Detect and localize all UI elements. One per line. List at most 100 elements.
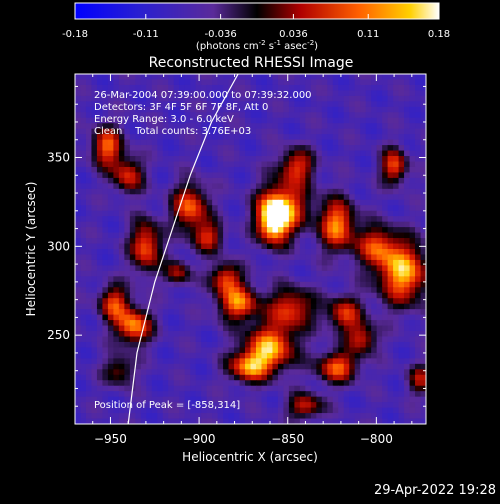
heatmap-cell	[294, 123, 301, 130]
heatmap-cell	[173, 369, 180, 376]
heatmap-cell	[376, 309, 383, 316]
heatmap-cell	[234, 396, 241, 403]
heatmap-cell	[135, 336, 142, 343]
heatmap-cell	[288, 177, 295, 184]
heatmap-cell	[135, 254, 142, 261]
heatmap-cell	[404, 281, 411, 288]
heatmap-cell	[266, 106, 274, 113]
heatmap-cell	[228, 314, 235, 321]
heatmap-cell	[272, 292, 279, 299]
heatmap-cell	[140, 380, 147, 387]
heatmap-cell	[245, 402, 252, 409]
heatmap-cell	[404, 369, 411, 376]
heatmap-cell	[255, 221, 263, 228]
heatmap-cell	[393, 347, 400, 354]
heatmap-cell	[85, 374, 93, 381]
heatmap-cell	[118, 84, 125, 92]
heatmap-cell	[184, 243, 191, 250]
heatmap-cell	[338, 145, 345, 152]
heatmap-cell	[228, 265, 235, 272]
heatmap-cell	[404, 325, 411, 332]
heatmap-cell	[277, 79, 284, 86]
heatmap-cell	[343, 156, 350, 163]
heatmap-cell	[409, 298, 416, 305]
heatmap-cell	[113, 183, 120, 190]
heatmap-cell	[151, 358, 158, 365]
heatmap-cell	[96, 166, 104, 174]
heatmap-cell	[250, 238, 257, 245]
heatmap-cell	[113, 249, 120, 256]
heatmap-cell	[288, 243, 295, 250]
heatmap-cell	[245, 216, 252, 223]
heatmap-cell	[299, 380, 306, 387]
heatmap-cell	[393, 161, 400, 168]
heatmap-cell	[382, 276, 389, 283]
heatmap-cell	[393, 101, 400, 108]
heatmap-cell	[349, 341, 356, 349]
heatmap-cell	[80, 281, 87, 288]
heatmap-cell	[294, 341, 301, 349]
heatmap-cell	[206, 84, 213, 92]
heatmap-cell	[376, 199, 383, 206]
heatmap-cell	[135, 123, 142, 130]
heatmap-cell	[129, 172, 136, 179]
heatmap-cell	[228, 221, 235, 228]
heatmap-cell	[283, 259, 290, 267]
heatmap-cell	[223, 216, 230, 223]
heatmap-cell	[96, 259, 104, 267]
heatmap-cell	[234, 369, 241, 376]
heatmap-cell	[266, 210, 274, 217]
heatmap-cell	[420, 396, 426, 403]
heatmap-cell	[398, 194, 405, 201]
heatmap-cell	[261, 309, 268, 316]
heatmap-cell	[234, 227, 241, 234]
heatmap-cell	[420, 298, 426, 305]
heatmap-cell	[382, 101, 389, 108]
heatmap-cell	[75, 292, 82, 299]
heatmap-cell	[371, 292, 378, 299]
heatmap-cell	[228, 352, 235, 359]
heatmap-cell	[283, 341, 290, 349]
heatmap-cell	[190, 385, 197, 392]
heatmap-cell	[234, 221, 241, 228]
heatmap-cell	[135, 385, 142, 392]
heatmap-cell	[376, 331, 383, 338]
heatmap-cell	[409, 238, 416, 245]
heatmap-cell	[102, 418, 109, 424]
heatmap-cell	[393, 79, 400, 86]
heatmap-cell	[420, 259, 426, 267]
heatmap-cell	[376, 117, 383, 124]
heatmap-cell	[96, 145, 104, 152]
heatmap-cell	[398, 139, 405, 146]
heatmap-cell	[245, 276, 252, 283]
heatmap-cell	[338, 259, 345, 267]
heatmap-cell	[234, 352, 241, 359]
heatmap-cell	[365, 139, 372, 146]
heatmap-cell	[409, 128, 416, 135]
heatmap-cell	[157, 418, 164, 424]
heatmap-cell	[283, 265, 290, 272]
heatmap-cell	[212, 145, 219, 152]
heatmap-cell	[382, 298, 389, 305]
heatmap-cell	[332, 352, 339, 359]
heatmap-cell	[299, 320, 306, 327]
heatmap-cell	[102, 314, 109, 321]
heatmap-cell	[305, 363, 312, 370]
heatmap-cell	[321, 112, 328, 119]
heatmap-cell	[310, 385, 317, 392]
heatmap-cell	[96, 238, 104, 245]
heatmap-cell	[212, 95, 219, 102]
heatmap-cell	[299, 194, 306, 201]
heatmap-cell	[162, 112, 169, 119]
heatmap-cell	[206, 183, 213, 190]
heatmap-cell	[195, 407, 202, 414]
heatmap-cell	[212, 221, 219, 228]
heatmap-cell	[393, 177, 400, 184]
heatmap-cell	[310, 145, 317, 152]
heatmap-cell	[102, 95, 109, 102]
heatmap-cell	[146, 123, 153, 130]
heatmap-cell	[157, 331, 164, 338]
heatmap-cell	[96, 418, 104, 424]
heatmap-cell	[277, 369, 284, 376]
heatmap-cell	[168, 106, 175, 113]
